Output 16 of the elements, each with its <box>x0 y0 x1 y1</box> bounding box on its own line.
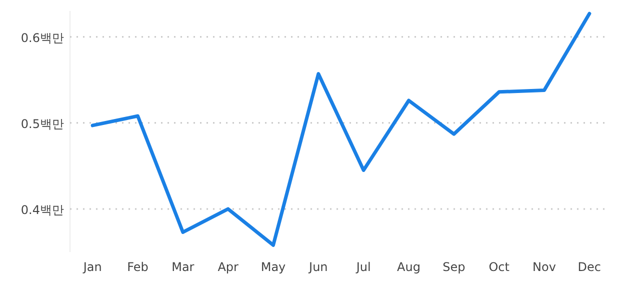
x-tick-label: Feb <box>127 260 148 274</box>
x-tick-label: Apr <box>218 260 239 274</box>
x-tick-label: Aug <box>397 260 420 274</box>
y-tick-label: 0.6백만 <box>20 30 64 45</box>
y-tick-label: 0.4백만 <box>20 202 64 217</box>
x-tick-label: Nov <box>532 260 556 274</box>
y-tick-label: 0.5백만 <box>20 116 64 131</box>
x-tick-label: Dec <box>578 260 602 274</box>
x-tick-label: Jun <box>308 260 328 274</box>
x-tick-label: Jan <box>82 260 102 274</box>
x-tick-label: Mar <box>172 260 194 274</box>
x-tick-label: Jul <box>355 260 371 274</box>
x-tick-label: Sep <box>442 260 466 274</box>
line-series <box>90 12 592 247</box>
x-tick-label: Oct <box>488 260 510 274</box>
x-tick-label: May <box>260 260 286 274</box>
